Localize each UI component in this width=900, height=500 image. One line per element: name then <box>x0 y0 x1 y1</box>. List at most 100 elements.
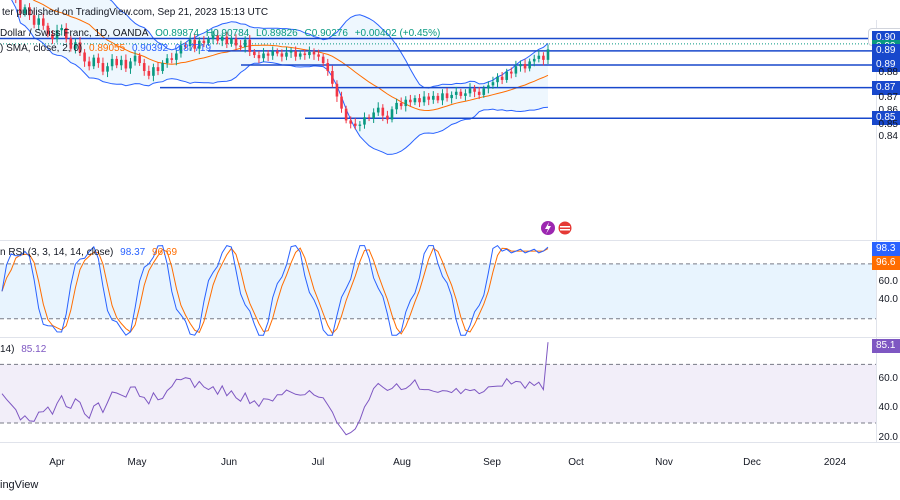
candle-body <box>491 82 495 86</box>
candle-body <box>358 124 362 126</box>
price-axis-label: 0.84 <box>878 131 898 143</box>
candle-body <box>477 91 481 95</box>
candle-body <box>69 38 73 49</box>
symbol-legend: Dollar / Swiss Franc, 1D, OANDA O0.89874… <box>0 28 444 39</box>
candle-body <box>37 18 41 25</box>
candle-body <box>23 7 27 14</box>
bollinger-legend: ) SMA, close, 2, 0) 0.89055 0.90392 0.87… <box>0 43 215 54</box>
bollinger-basis-value: 0.89055 <box>89 43 126 54</box>
candle-body <box>87 61 91 67</box>
candle-body <box>119 59 123 66</box>
candle-body <box>349 120 353 124</box>
x-axis-label: Aug <box>393 457 411 468</box>
candle-body <box>542 55 545 60</box>
stoch-label: n RSI (3, 3, 14, 14, close) <box>0 247 114 258</box>
x-axis-label: Dec <box>743 457 761 468</box>
candle-body <box>234 38 238 46</box>
candle-body <box>367 117 371 119</box>
candle-body <box>427 96 431 100</box>
x-axis-label: Sep <box>483 457 501 468</box>
candle-body <box>156 67 160 72</box>
candle-body <box>326 63 330 72</box>
candle-body <box>266 53 270 56</box>
ohlc-open: O0.89874 <box>155 28 200 39</box>
candle-body <box>280 53 284 57</box>
candle-body <box>445 93 449 99</box>
candle-body <box>353 123 357 126</box>
candle-body <box>344 108 348 121</box>
candle-body <box>243 39 247 48</box>
candle-body <box>509 71 513 74</box>
bollinger-basis-line <box>32 0 549 112</box>
candle-body <box>363 117 366 125</box>
candle-body <box>321 56 325 64</box>
bollinger-upper-value: 0.90392 <box>131 43 169 54</box>
candle-body <box>211 35 215 40</box>
rsi-line <box>1 342 549 436</box>
candle-body <box>496 76 499 83</box>
candle-body <box>514 66 518 74</box>
candle-body <box>175 53 178 60</box>
bollinger-lower-value: 0.87719 <box>174 43 212 54</box>
candle-body <box>248 39 252 52</box>
candle-body <box>193 39 197 49</box>
candle-body <box>257 55 261 59</box>
candle-body <box>436 95 440 101</box>
candle-body <box>101 63 105 72</box>
footer-brand: ingView <box>0 479 39 491</box>
candle-body <box>376 107 380 113</box>
stoch-k-value: 98.37 <box>120 247 146 258</box>
stoch-axis-label: 40.0 <box>878 294 898 306</box>
stoch-k-pill: 98.3 <box>872 242 900 257</box>
ohlc-close: C0.90276 <box>304 28 348 39</box>
flash-glyph <box>545 222 551 234</box>
price-pill-level: 0.89 <box>872 57 900 72</box>
candle-body <box>500 76 504 80</box>
candle-body <box>124 59 128 69</box>
candle-body <box>431 95 435 100</box>
candle-body <box>129 61 132 69</box>
candle-body <box>372 112 375 119</box>
ohlc-high: H0.90784 <box>205 28 250 39</box>
rsi-band-fill <box>0 364 876 423</box>
candle-body <box>165 58 169 64</box>
candle-body <box>55 30 59 40</box>
candle-body <box>46 25 50 35</box>
stoch-d-line <box>1 247 549 335</box>
candle-body <box>179 45 183 54</box>
candle-body <box>106 66 109 72</box>
candle-body <box>41 18 45 26</box>
price-axis-label: 0.86 <box>879 105 898 116</box>
candle-body <box>147 71 151 76</box>
published-caption: ter published on TradingView.com, Sep 21… <box>2 7 269 18</box>
candle-body <box>138 55 141 64</box>
candle-body <box>404 99 408 107</box>
candle-body <box>482 88 486 95</box>
candle-body <box>239 45 242 48</box>
stoch-k-line <box>1 244 549 336</box>
candle-body <box>546 49 550 60</box>
candle-body <box>202 40 206 43</box>
flag-stripe <box>560 226 570 228</box>
rsi-axis-label: 20.0 <box>878 431 898 443</box>
candle-body <box>294 51 297 57</box>
flag-stripe <box>560 229 570 231</box>
candle-body <box>152 67 155 76</box>
candle-body <box>381 107 385 116</box>
candle-body <box>317 54 320 57</box>
candle-body <box>253 51 256 56</box>
candle-body <box>170 58 174 60</box>
candle-body <box>519 64 522 67</box>
rsi-legend: 14) 85.12 <box>0 344 50 355</box>
ohlc-low: L0.89826 <box>256 28 298 39</box>
candle-body <box>409 99 412 103</box>
candle-body <box>528 61 531 69</box>
x-axis-label: May <box>127 457 147 468</box>
candle-body <box>298 53 302 57</box>
candle-body <box>441 93 444 101</box>
rsi-label: 14) <box>0 344 15 355</box>
rsi-axis-label: 40.0 <box>878 402 898 414</box>
candle-body <box>230 38 233 44</box>
flag-us-icon <box>557 220 573 236</box>
